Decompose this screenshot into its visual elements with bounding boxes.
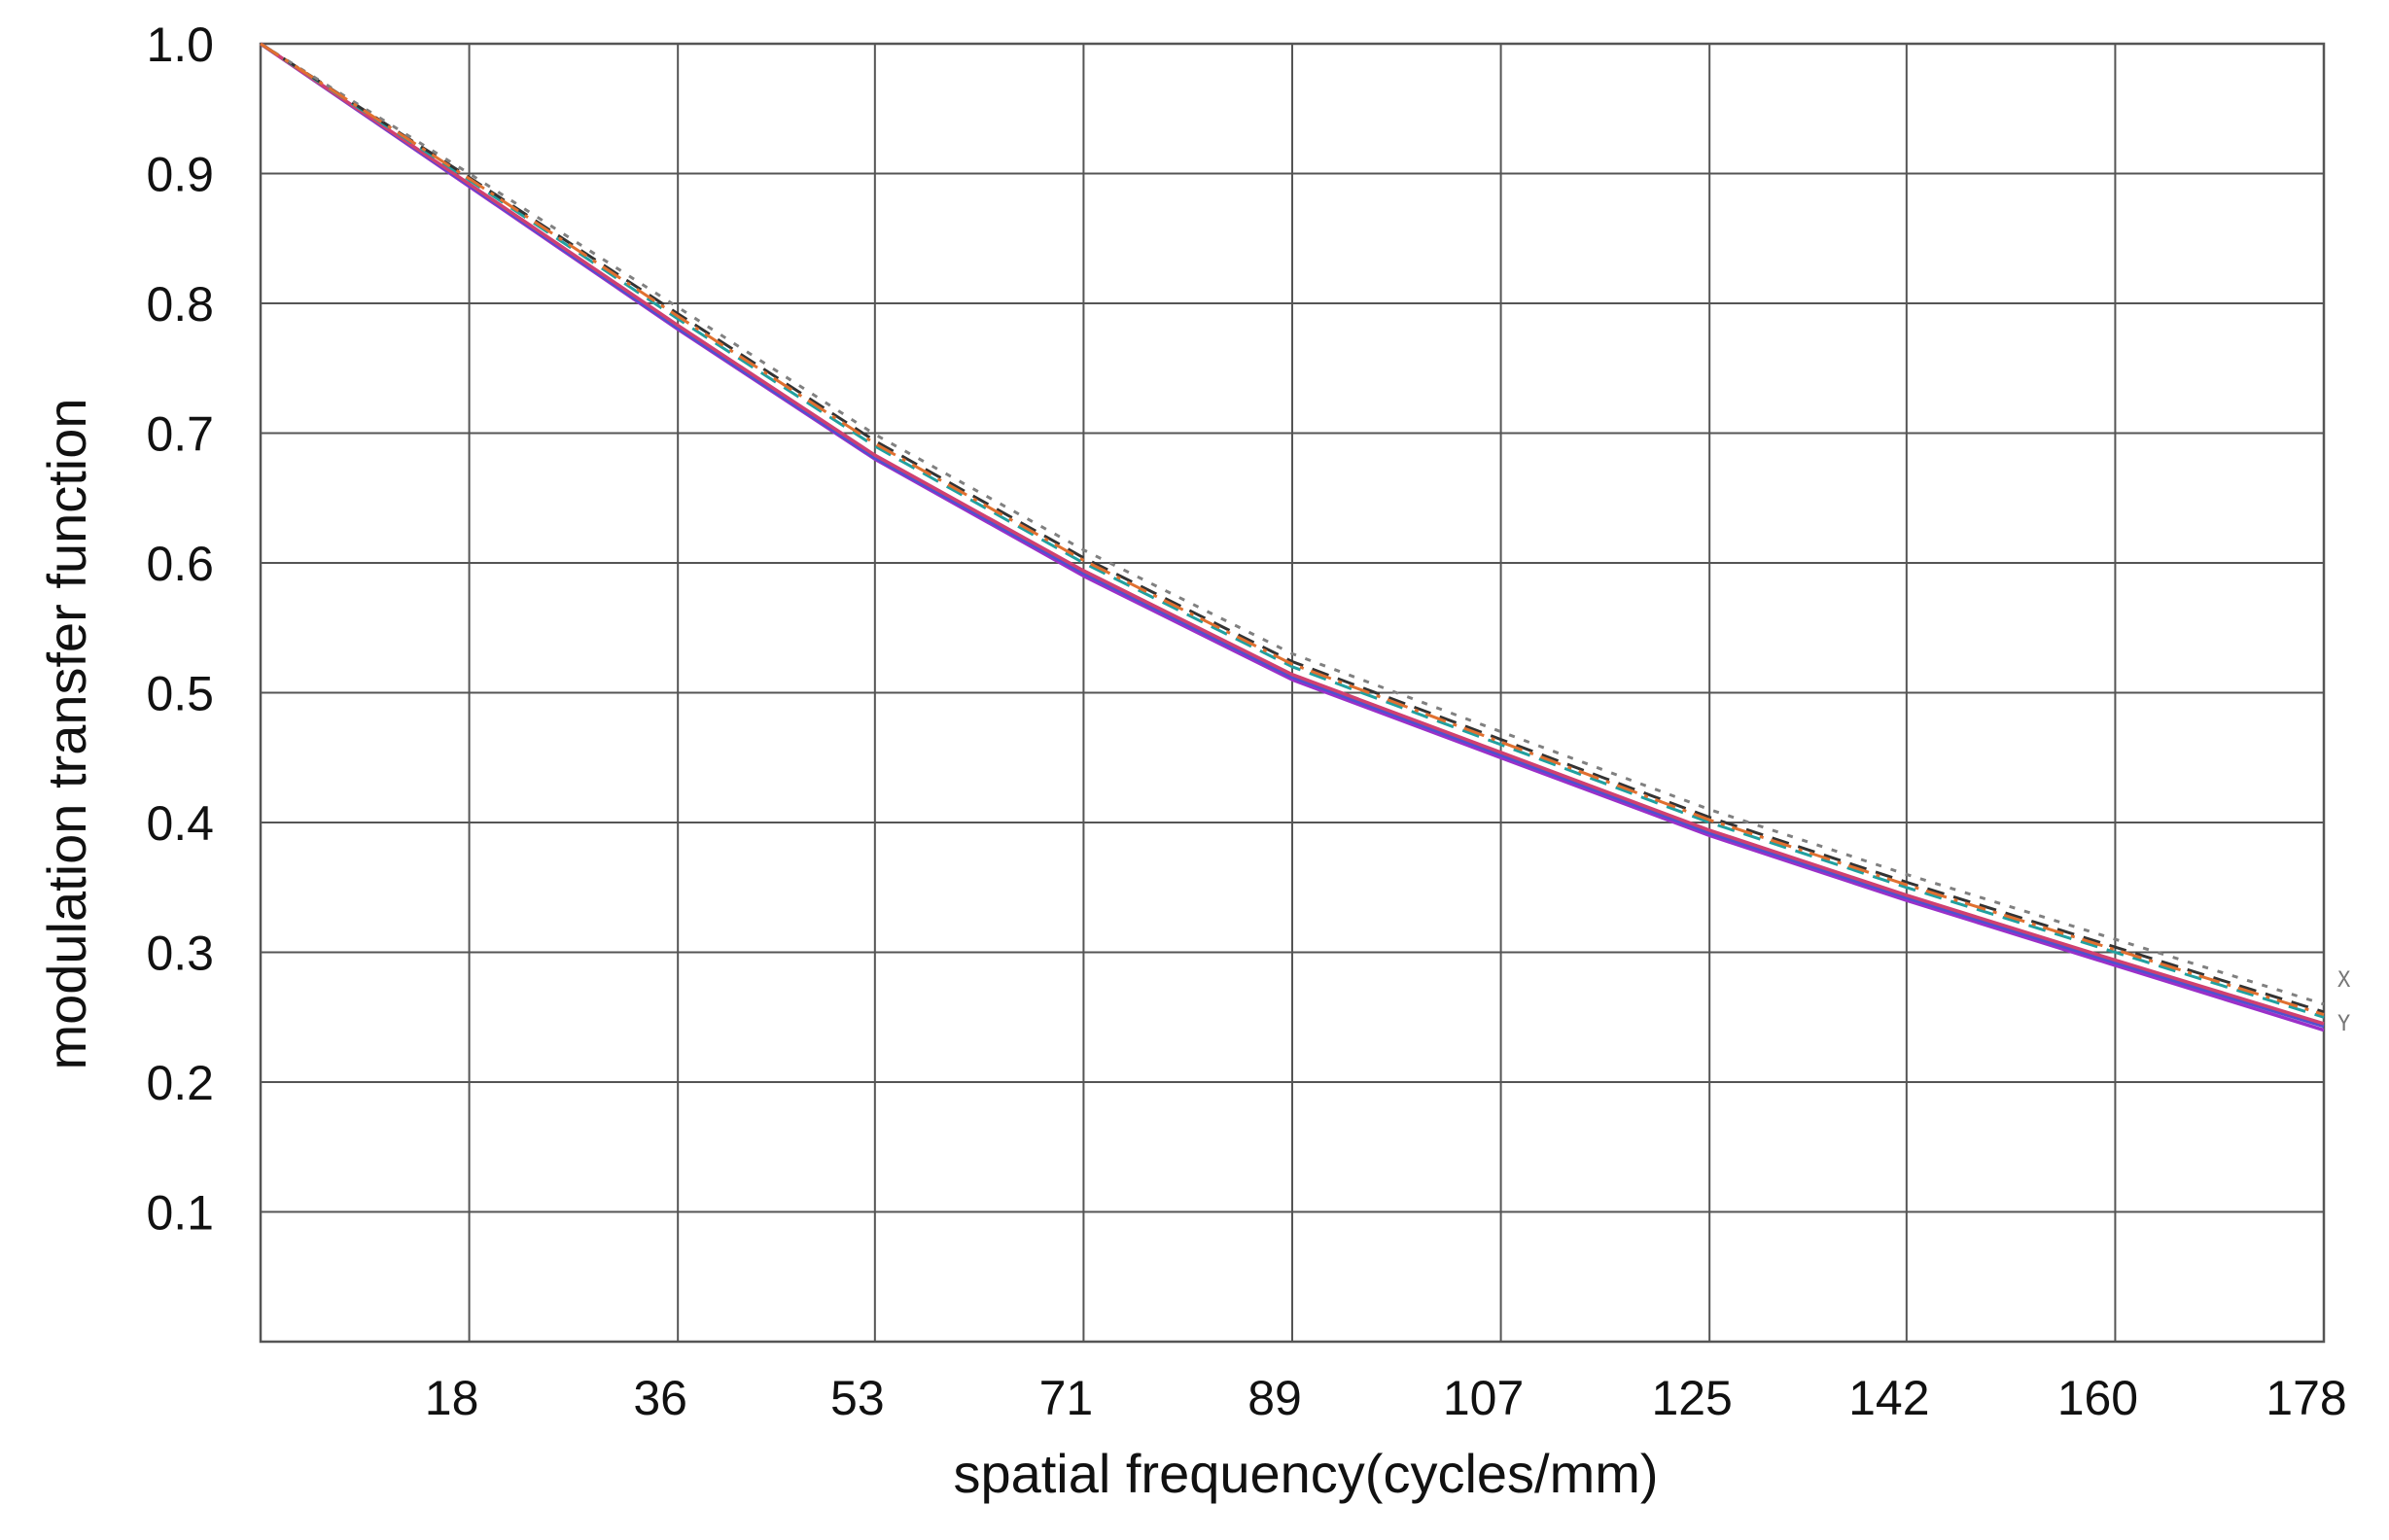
x-tick-label: 142 — [1848, 1371, 1929, 1425]
series-line-5 — [260, 42, 2325, 1014]
end-labels: XY — [2337, 968, 2351, 1036]
x-tick-label: 107 — [1443, 1371, 1524, 1425]
x-tick-label: 160 — [2057, 1371, 2138, 1425]
x-tick-label: 178 — [2266, 1371, 2346, 1425]
series-line-2 — [260, 42, 2325, 1029]
series-lines — [260, 42, 2325, 1032]
end-label: X — [2337, 968, 2351, 993]
x-tick-label: 53 — [830, 1371, 885, 1425]
y-tick-label: 0.9 — [146, 148, 214, 202]
x-axis-title: spatial frequency(cycles/mm) — [953, 1443, 1658, 1504]
x-tick-label: 125 — [1651, 1371, 1732, 1425]
y-tick-label: 0.8 — [146, 277, 214, 332]
y-tick-label: 0.2 — [146, 1056, 214, 1110]
y-tick-label: 0.6 — [146, 537, 214, 591]
y-tick-label: 0.7 — [146, 407, 214, 462]
y-tick-label: 1.0 — [146, 18, 214, 72]
series-line-3 — [260, 42, 2325, 1026]
y-tick-label: 0.5 — [146, 667, 214, 721]
series-line-7 — [260, 42, 2325, 1017]
y-tick-label: 0.3 — [146, 927, 214, 981]
end-label: Y — [2337, 1012, 2350, 1036]
x-tick-label: 36 — [633, 1371, 687, 1425]
series-line-6 — [260, 42, 2325, 1006]
x-tick-label: 89 — [1247, 1371, 1302, 1425]
x-tick-label: 71 — [1039, 1371, 1094, 1425]
grid — [259, 42, 2326, 1344]
y-tick-label: 0.1 — [146, 1186, 214, 1241]
series-line-4 — [260, 42, 2325, 1019]
x-tick-label: 18 — [425, 1371, 479, 1425]
y-axis-title: modulation transfer function — [36, 398, 97, 1069]
tick-labels: 18 36 53 71 89 107 125 142 160 178 0.1 0.2 0.3 0.4 0.5… — [146, 18, 2346, 1425]
y-tick-label: 0.4 — [146, 796, 214, 851]
